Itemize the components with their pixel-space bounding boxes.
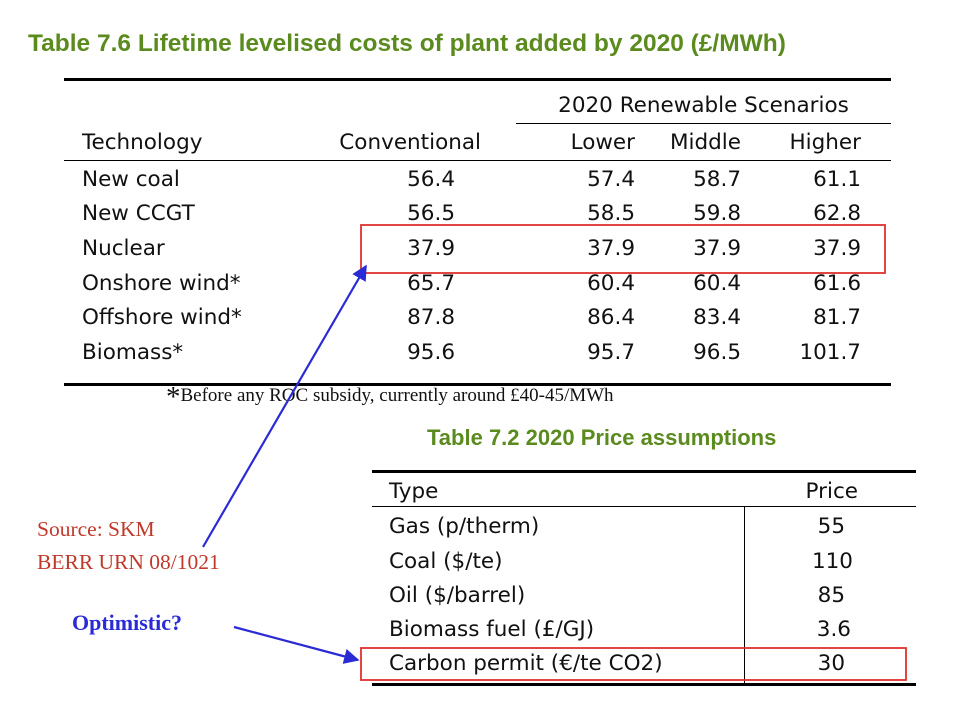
- middle-cell: 58.7: [693, 167, 741, 192]
- lower-cell: 86.4: [587, 305, 635, 330]
- column-header-higher: Higher: [789, 130, 861, 155]
- type-cell: Carbon permit (€/te CO2): [389, 651, 663, 676]
- price-assumptions-table: Type Price Gas (p/therm) 55 Coal ($/te) …: [372, 470, 916, 686]
- middle-cell: 37.9: [693, 236, 741, 261]
- column-header-type: Type: [389, 479, 439, 504]
- table-7-6-title: Table 7.6 Lifetime levelised costs of pl…: [28, 30, 786, 57]
- table-header-rule: [64, 160, 891, 161]
- table-7-2-title: Table 7.2 2020 Price assumptions: [427, 425, 777, 450]
- middle-cell: 83.4: [693, 305, 741, 330]
- price-cell: 55: [817, 514, 845, 539]
- higher-cell: 61.1: [813, 167, 861, 192]
- table-header-rule: [372, 506, 916, 507]
- carbon-permit-highlight-box: [360, 647, 907, 681]
- higher-cell: 37.9: [813, 236, 861, 261]
- scenarios-group-header: 2020 Renewable Scenarios: [558, 93, 849, 118]
- lower-cell: 57.4: [587, 167, 635, 192]
- lower-cell: 58.5: [587, 201, 635, 226]
- group-header-underline: [516, 123, 891, 124]
- column-header-middle: Middle: [669, 130, 741, 155]
- type-cell: Gas (p/therm): [389, 514, 540, 539]
- price-cell: 30: [817, 651, 845, 676]
- lower-cell: 37.9: [587, 236, 635, 261]
- source-line-2: BERR URN 08/1021: [37, 550, 220, 574]
- levelised-costs-table: 2020 Renewable Scenarios Technology Conv…: [64, 78, 891, 386]
- type-cell: Biomass fuel (£/GJ): [389, 617, 595, 642]
- conventional-cell: 56.4: [407, 167, 455, 192]
- type-cell: Oil ($/barrel): [389, 583, 526, 608]
- higher-cell: 101.7: [799, 340, 861, 365]
- price-cell: 3.6: [816, 617, 851, 642]
- source-line-1: Source: SKM: [37, 517, 155, 541]
- column-header-lower: Lower: [570, 130, 635, 155]
- lower-cell: 95.7: [587, 340, 635, 365]
- conventional-cell: 56.5: [407, 201, 455, 226]
- higher-cell: 62.8: [813, 201, 861, 226]
- nuclear-row-highlight-box: [360, 224, 886, 274]
- middle-cell: 96.5: [693, 340, 741, 365]
- technology-cell: Offshore wind*: [82, 305, 242, 330]
- column-header-conventional: Conventional: [339, 130, 481, 155]
- lower-cell: 60.4: [587, 271, 635, 296]
- arrow-to-carbon-permit: [233, 625, 360, 664]
- middle-cell: 59.8: [693, 201, 741, 226]
- technology-cell: New CCGT: [82, 201, 195, 226]
- arrow-to-nuclear: [202, 264, 367, 548]
- optimistic-annotation: Optimistic?: [72, 610, 182, 635]
- technology-cell: New coal: [82, 167, 180, 192]
- higher-cell: 61.6: [813, 271, 861, 296]
- higher-cell: 81.7: [813, 305, 861, 330]
- type-cell: Coal ($/te): [389, 549, 503, 574]
- price-cell: 110: [811, 549, 853, 574]
- price-cell: 85: [817, 583, 845, 608]
- technology-cell: Nuclear: [82, 236, 165, 261]
- conventional-cell: 65.7: [407, 271, 455, 296]
- column-header-technology: Technology: [82, 130, 203, 155]
- conventional-cell: 87.8: [407, 305, 455, 330]
- column-divider: [744, 506, 745, 683]
- technology-cell: Biomass*: [82, 340, 184, 365]
- source-citation: Source: SKM BERR URN 08/1021: [37, 513, 220, 579]
- column-header-price: Price: [805, 479, 858, 504]
- middle-cell: 60.4: [693, 271, 741, 296]
- conventional-cell: 95.6: [407, 340, 455, 365]
- technology-cell: Onshore wind*: [82, 271, 241, 296]
- conventional-cell: 37.9: [407, 236, 455, 261]
- footnote-star: *: [166, 381, 181, 413]
